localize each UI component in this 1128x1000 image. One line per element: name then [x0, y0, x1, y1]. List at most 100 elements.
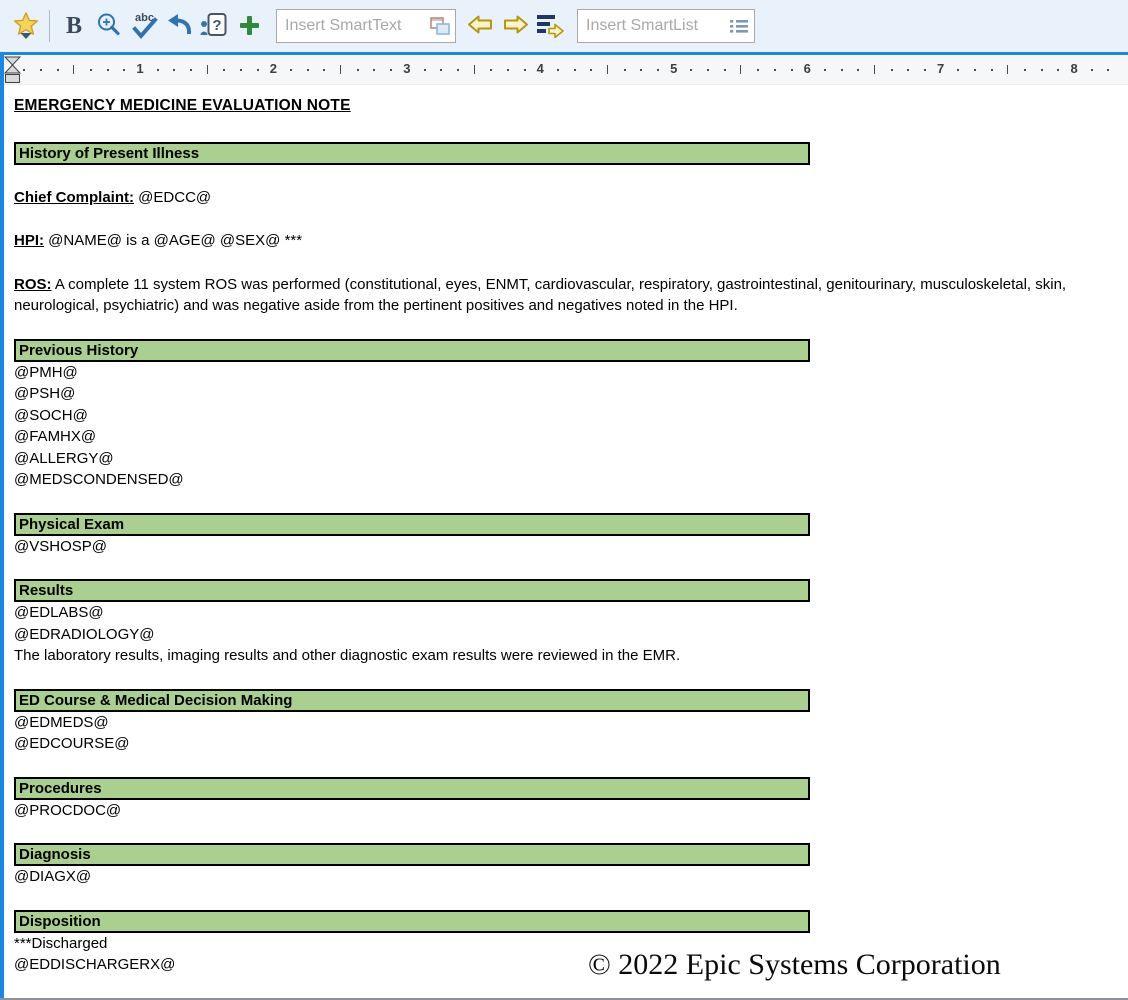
section-header: Physical Exam	[14, 512, 810, 536]
next-smartlist-button[interactable]	[534, 8, 566, 44]
document-surface[interactable]: EMERGENCY MEDICINE EVALUATION NOTE Histo…	[4, 85, 1128, 976]
smartlist-search-field	[577, 9, 755, 43]
doc-line: @DIAGX@	[14, 868, 92, 885]
ruler-tick	[657, 69, 660, 71]
ruler-half-tick	[473, 65, 475, 74]
ruler-tick	[356, 69, 359, 71]
doc-line-label: HPI:	[14, 232, 44, 249]
section-header-label: Results	[19, 582, 74, 599]
document-section: Previous History @PMH@ @PSH@ @SOCH@ @FAMHX@…	[14, 338, 1128, 491]
ruler-tick	[173, 69, 176, 71]
ruler-tick	[523, 69, 526, 71]
document-section: Procedures @PROCDOC@	[14, 776, 1128, 822]
doc-line: The laboratory results, imaging results …	[14, 647, 681, 664]
section-lines: @PROCDOC@	[14, 800, 1128, 822]
ruler-tick	[490, 69, 493, 71]
ruler-tick	[240, 69, 243, 71]
ruler: 1 2 3 4 5 6 7 8	[4, 55, 1128, 85]
previous-button[interactable]	[464, 8, 496, 44]
ruler-tick	[707, 69, 710, 71]
ruler-tick	[456, 69, 459, 71]
ruler-tick	[56, 69, 59, 71]
smarttext-icon	[425, 11, 455, 41]
indent-marker[interactable]	[4, 56, 22, 89]
doc-line: ROS: A complete 11 system ROS was perfor…	[14, 275, 1067, 315]
ruler-tick	[857, 69, 860, 71]
ruler-tick	[573, 69, 576, 71]
ruler-tick	[106, 69, 109, 71]
wildcard-icon: ?	[199, 11, 229, 42]
spellcheck-button[interactable]: abc	[128, 8, 160, 44]
section-lines: Chief Complaint: @EDCC@ HPI: @NAME@ is a …	[14, 187, 1128, 317]
ruler-tick	[306, 69, 309, 71]
ruler-tick	[1107, 69, 1110, 71]
plus-icon	[237, 13, 261, 40]
document-section: Physical Exam @VSHOSP@	[14, 512, 1128, 558]
doc-line: @EDMEDS@	[14, 713, 109, 731]
ruler-half-tick	[1007, 65, 1009, 74]
doc-line-label: ROS:	[14, 275, 52, 293]
zoom-button[interactable]	[93, 8, 125, 44]
section-header: Results	[14, 579, 810, 602]
section-lines: @DIAGX@	[14, 866, 1128, 888]
section-lines: @EDLABS@ @EDRADIOLOGY@ The laboratory resu…	[14, 602, 1128, 667]
ruler-tick	[840, 69, 843, 71]
next-button[interactable]	[499, 8, 531, 44]
ruler-tick	[1024, 69, 1027, 71]
ruler-tick	[723, 69, 726, 71]
section-lines: @VSHOSP@	[14, 536, 1128, 558]
ruler-tick	[773, 69, 776, 71]
section-header-label: Previous History	[19, 341, 139, 359]
ruler-tick	[156, 69, 159, 71]
ruler-half-tick	[340, 65, 342, 74]
ruler-tick	[323, 69, 326, 71]
section-lines: ***Discharged @EDDISCHARGERX@	[14, 933, 1128, 976]
ruler-inch-label: 5	[670, 61, 678, 76]
undo-button[interactable]	[163, 8, 195, 44]
ruler-tick	[590, 69, 593, 71]
ruler-inch-label: 4	[536, 61, 544, 76]
doc-line: @VSHOSP@	[14, 537, 107, 555]
ruler-tick	[757, 69, 760, 71]
doc-line: Chief Complaint: @EDCC@	[14, 188, 212, 206]
spellcheck-icon: abc	[130, 11, 158, 41]
bold-button[interactable]: B	[58, 8, 90, 44]
ruler-tick	[1057, 69, 1060, 71]
section-header-label: Procedures	[19, 779, 102, 797]
ruler-tick	[290, 69, 293, 71]
document-section: ED Course & Medical Decision Making @EDM…	[14, 688, 1128, 755]
ruler-tick	[1040, 69, 1043, 71]
ruler-tick	[123, 69, 126, 71]
ruler-inch-label: 7	[937, 61, 945, 76]
section-header-label: ED Course & Medical Decision Making	[19, 691, 293, 709]
window-bottom-edge	[0, 998, 1128, 1000]
section-header-label: Physical Exam	[19, 515, 125, 533]
ruler-tick	[640, 69, 643, 71]
document-section: Diagnosis @DIAGX@	[14, 843, 1128, 888]
doc-line: @ALLERGY@	[14, 449, 114, 467]
doc-line: @EDLABS@	[14, 604, 104, 621]
ruler-inch-label: 2	[269, 61, 278, 76]
smarttext-input[interactable]	[277, 11, 425, 41]
ruler-tick	[440, 69, 443, 71]
doc-line: @MEDSCONDENSED@	[14, 471, 184, 488]
doc-line: ***Discharged	[14, 934, 108, 952]
ruler-tick	[790, 69, 793, 71]
ruler-tick	[957, 69, 960, 71]
smartlist-input[interactable]	[578, 11, 724, 41]
ruler-half-tick	[873, 65, 875, 74]
ruler-tick	[990, 69, 993, 71]
copyright-watermark: © 2022 Epic Systems Corporation	[588, 948, 1001, 981]
ruler-tick	[506, 69, 509, 71]
ruler-tick	[623, 69, 626, 71]
doc-line-label: Chief Complaint:	[14, 188, 134, 206]
doc-line: @PMH@	[14, 363, 78, 381]
smarttext-search-field	[276, 9, 456, 43]
ruler-tick	[39, 69, 42, 71]
doc-line: @PSH@	[14, 385, 76, 402]
wildcard-button[interactable]: ?	[198, 8, 230, 44]
add-smartphrase-button[interactable]	[233, 8, 265, 44]
favorites-button[interactable]	[10, 8, 42, 44]
ruler-tick	[823, 69, 826, 71]
